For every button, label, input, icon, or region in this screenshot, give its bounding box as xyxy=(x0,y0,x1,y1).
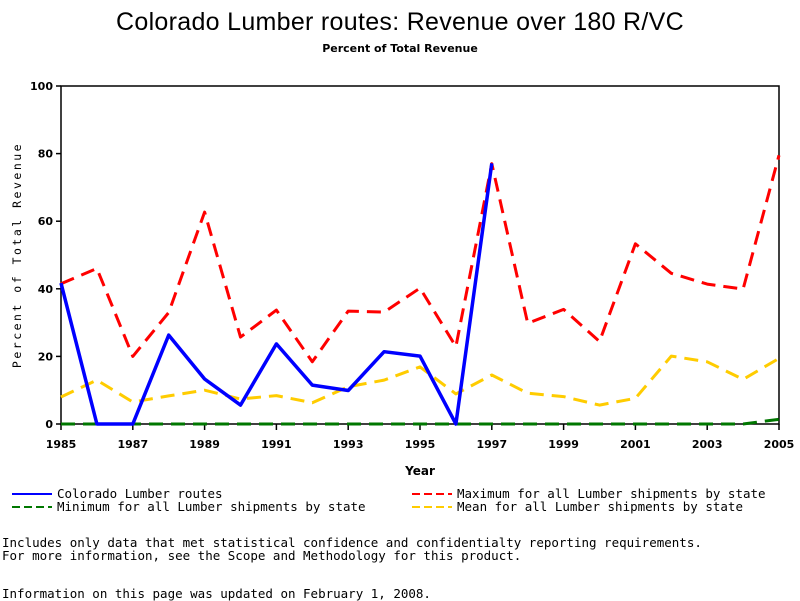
series-layer xyxy=(61,155,779,424)
y-tick-label: 20 xyxy=(38,350,54,363)
x-tick-label: 1999 xyxy=(548,438,579,451)
series-line-0 xyxy=(61,163,492,424)
x-tick-label: 2003 xyxy=(692,438,723,451)
legend-label: Mean for all Lumber shipments by state xyxy=(457,499,743,514)
updated-note: Information on this page was updated on … xyxy=(2,586,431,601)
y-axis-label: Percent of Total Revenue xyxy=(10,142,24,368)
legend-swatch-solid-blue xyxy=(12,491,52,497)
legend-item-mean: Mean for all Lumber shipments by state xyxy=(412,499,743,514)
x-tick-label: 1993 xyxy=(333,438,364,451)
legend-swatch-dashed-green xyxy=(12,504,52,510)
x-tick-label: 1989 xyxy=(189,438,220,451)
legend-swatch-dashed-yellow xyxy=(412,504,452,510)
x-tick-label: 1997 xyxy=(476,438,507,451)
y-tick-label: 0 xyxy=(45,418,53,431)
x-axis-label: Year xyxy=(404,464,435,478)
x-tick-label: 2001 xyxy=(620,438,651,451)
y-tick-label: 80 xyxy=(38,148,54,161)
y-tick-label: 60 xyxy=(38,215,54,228)
plot-frame xyxy=(61,86,779,424)
footnote-line-2: For more information, see the Scope and … xyxy=(2,548,521,563)
y-tick-label: 100 xyxy=(30,80,53,93)
legend-item-minimum: Minimum for all Lumber shipments by stat… xyxy=(12,499,366,514)
x-tick-label: 1991 xyxy=(261,438,292,451)
series-line-1 xyxy=(61,155,779,361)
legend-label: Minimum for all Lumber shipments by stat… xyxy=(57,499,366,514)
x-tick-label: 1985 xyxy=(46,438,77,451)
line-chart: 0 20 40 60 80 100 1985 1987 1989 1991 1993 1995 1997… xyxy=(0,0,800,485)
x-tick-label: 1987 xyxy=(117,438,148,451)
y-tick-label: 40 xyxy=(38,283,54,296)
series-line-3 xyxy=(61,356,779,405)
x-tick-label: 1995 xyxy=(405,438,436,451)
x-tick-label: 2005 xyxy=(764,438,795,451)
legend-swatch-dashed-red xyxy=(412,491,452,497)
